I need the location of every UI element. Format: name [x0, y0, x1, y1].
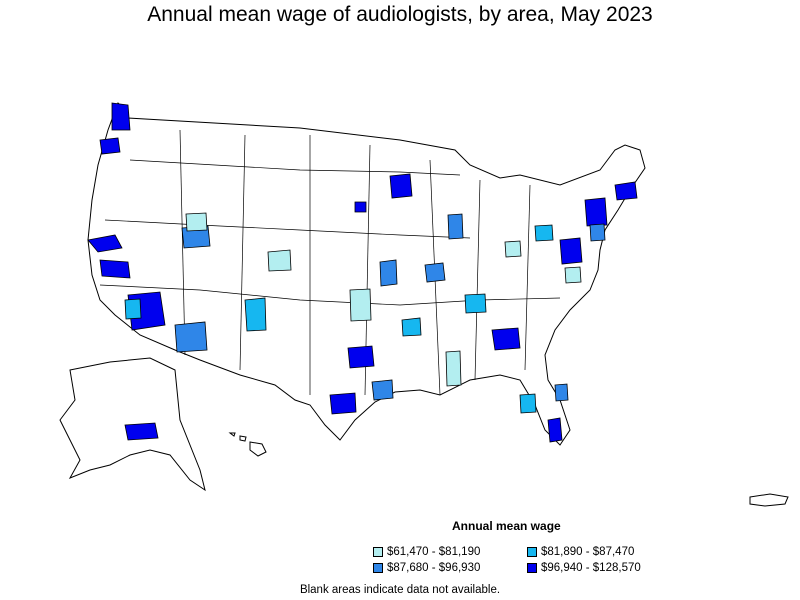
- legend-label-4: $96,940 - $128,570: [541, 562, 641, 574]
- legend-item-bracket-3: $87,680 - $96,930: [373, 561, 480, 575]
- footnote: Blank areas indicate data not available.: [299, 584, 501, 596]
- area-birmingham: [445, 350, 462, 387]
- area-nashville: [464, 293, 487, 314]
- area-san-diego: [124, 298, 142, 320]
- area-sioux-falls: [354, 201, 367, 213]
- legend-item-bracket-4: $96,940 - $128,570: [527, 561, 641, 575]
- wage-areas: [87, 102, 638, 443]
- area-dallas: [347, 345, 375, 369]
- alaska-outline: [59, 357, 206, 492]
- area-chicago: [447, 213, 464, 240]
- legend-swatch-2: [527, 547, 537, 557]
- area-portland: [99, 137, 121, 155]
- area-new-york: [584, 197, 608, 227]
- legend-swatch-4: [527, 563, 537, 573]
- legend-swatch-3: [373, 563, 383, 573]
- area-san-jose: [99, 259, 131, 279]
- map-title: Annual mean wage of audiologists, by are…: [147, 3, 653, 26]
- contiguous-us-outline: [87, 102, 646, 446]
- area-tucson: [174, 321, 208, 353]
- legend-label-3: $87,680 - $96,930: [387, 562, 481, 574]
- legend-swatch-1: [373, 547, 383, 557]
- legend-label-1: $61,470 - $81,190: [387, 546, 481, 558]
- legend-item-bracket-2: $81,890 - $87,470: [527, 545, 634, 559]
- us-map: [59, 102, 789, 507]
- area-atlanta: [491, 327, 521, 351]
- area-san-antonio: [329, 392, 357, 415]
- area-st-louis: [424, 262, 446, 283]
- area-baltimore: [559, 237, 583, 265]
- area-oklahoma-city: [401, 317, 422, 337]
- area-richmond: [564, 266, 582, 284]
- legend-title: Annual mean wage: [452, 519, 561, 533]
- area-denver: [267, 249, 292, 272]
- area-orlando: [554, 383, 569, 402]
- area-columbus: [504, 240, 522, 258]
- area-albuquerque: [244, 297, 267, 332]
- puerto-rico-outline: [749, 493, 789, 507]
- area-kansas-city: [379, 259, 398, 287]
- area-wichita: [349, 288, 372, 322]
- area-houston: [371, 379, 394, 401]
- area-san-francisco: [87, 234, 123, 253]
- area-tampa: [519, 393, 537, 414]
- area-boston: [614, 181, 638, 201]
- legend-item-bracket-1: $61,470 - $81,190: [373, 545, 480, 559]
- area-pittsburgh: [534, 224, 554, 242]
- area-philadelphia: [589, 223, 606, 242]
- area-minneapolis: [389, 173, 413, 199]
- area-anchorage: [124, 422, 159, 441]
- hawaii-outline: [228, 432, 267, 457]
- area-ogden: [185, 212, 208, 232]
- legend-label-2: $81,890 - $87,470: [541, 546, 635, 558]
- area-miami: [547, 417, 563, 443]
- area-seattle: [111, 102, 131, 131]
